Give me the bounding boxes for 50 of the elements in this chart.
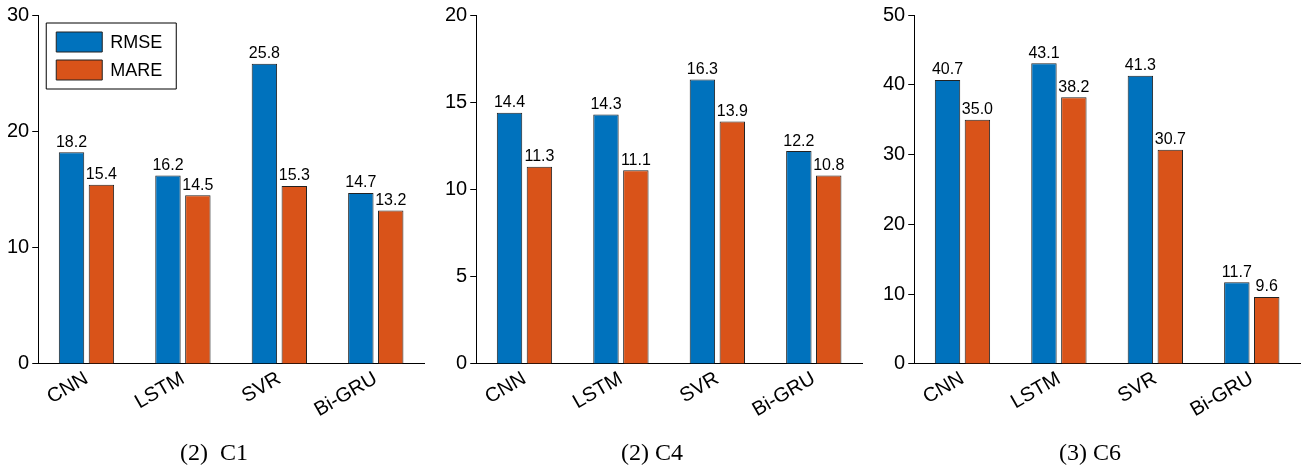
data-label: 14.5 [182, 175, 214, 193]
data-label: 11.3 [524, 147, 555, 165]
data-label: 15.3 [278, 166, 310, 184]
y-tick-label: 40 [883, 72, 906, 95]
data-label: 25.8 [248, 44, 281, 62]
data-label: 16.2 [152, 155, 184, 173]
data-label: 38.2 [1058, 77, 1090, 95]
y-tick-label: 10 [7, 235, 30, 258]
x-tick-label: SVR [237, 366, 285, 407]
x-tick-label: CNN [480, 366, 530, 408]
y-tick-label: 50 [883, 2, 906, 25]
data-label: 15.4 [85, 165, 118, 183]
y-tick-label: 30 [883, 142, 906, 165]
y-tick-label: 20 [7, 118, 30, 141]
y-tick-label: 10 [445, 177, 468, 199]
legend-label: RMSE [110, 31, 163, 52]
y-tick-label: 30 [7, 2, 30, 25]
data-label: 11.7 [1221, 262, 1252, 280]
data-label: 14.4 [493, 93, 526, 111]
y-tick-label: 10 [883, 281, 906, 304]
x-tick-label: CNN [918, 366, 968, 408]
y-tick-label: 0 [18, 351, 30, 374]
y-tick-label: 15 [445, 89, 468, 112]
data-label: 16.3 [686, 59, 719, 77]
y-tick-label: 20 [883, 211, 906, 234]
data-label: 40.7 [931, 60, 964, 78]
data-label: 14.3 [590, 94, 622, 112]
x-tick-label: CNN [42, 366, 92, 408]
data-label: 11.1 [620, 150, 651, 168]
data-label: 9.6 [1255, 277, 1278, 295]
text: (2) C1 [180, 438, 248, 465]
data-label: 30.7 [1154, 130, 1186, 148]
y-tick-label: 5 [456, 264, 468, 287]
data-label: 12.2 [783, 131, 815, 149]
y-tick-label: 0 [894, 351, 906, 374]
x-tick-label: SVR [675, 366, 723, 407]
y-tick-label: 20 [445, 2, 468, 25]
text: (2) C4 [621, 438, 683, 465]
data-label: 10.8 [813, 155, 845, 173]
data-label: 43.1 [1028, 43, 1060, 61]
y-tick-label: 0 [456, 351, 468, 374]
data-label: 14.7 [345, 173, 377, 191]
data-label: 41.3 [1124, 56, 1157, 74]
data-label: 13.9 [716, 101, 748, 119]
data-label: 13.2 [375, 190, 407, 208]
text: (3) C6 [1059, 438, 1121, 465]
data-label: 35.0 [961, 100, 994, 118]
data-label: 18.2 [55, 132, 88, 150]
legend-label: MARE [110, 59, 163, 80]
x-tick-label: SVR [1113, 366, 1161, 407]
